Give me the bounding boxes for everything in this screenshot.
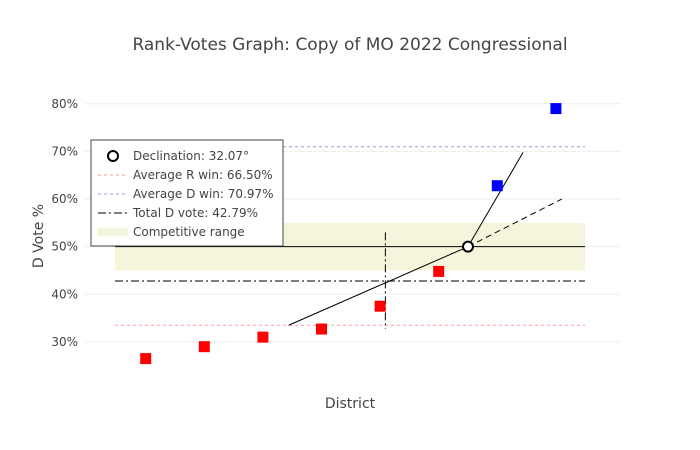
y-axis-label: D Vote % <box>31 204 47 268</box>
y-tick-label: 80% <box>51 97 78 111</box>
declination-line <box>288 246 469 326</box>
district-point <box>257 331 269 343</box>
legend-label: Total D vote: 42.79% <box>132 206 258 220</box>
x-axis-label: District <box>325 396 376 412</box>
district-point <box>198 341 210 353</box>
district-point <box>316 323 327 335</box>
y-tick-label: 30% <box>51 335 78 349</box>
legend-label: Average D win: 70.97% <box>133 187 274 201</box>
y-tick-label: 50% <box>51 240 78 254</box>
declination-line <box>467 152 524 247</box>
legend-label: Declination: 32.07° <box>133 149 249 163</box>
legend-label: Average R win: 66.50% <box>133 168 273 182</box>
declination-lines <box>288 152 562 326</box>
district-point <box>550 103 562 115</box>
y-axis-ticks: 30% 40% 50% 60% 70% 80% <box>51 97 78 349</box>
district-point <box>433 265 445 277</box>
y-tick-label: 70% <box>51 144 78 158</box>
district-point <box>491 180 503 192</box>
district-point <box>374 300 386 312</box>
declination-line <box>467 198 562 248</box>
legend: Declination: 32.07° Average R win: 66.50%… <box>90 139 284 247</box>
district-point <box>140 353 152 365</box>
declination-point <box>462 240 474 253</box>
legend-label: Competitive range <box>133 225 245 239</box>
district-points <box>140 103 562 365</box>
y-tick-label: 60% <box>51 192 78 206</box>
chart-title: Rank-Votes Graph: Copy of MO 2022 Congre… <box>132 35 567 55</box>
legend-competitive-swatch <box>98 228 128 236</box>
y-tick-label: 40% <box>51 287 78 301</box>
legend-declination-marker <box>107 150 119 162</box>
